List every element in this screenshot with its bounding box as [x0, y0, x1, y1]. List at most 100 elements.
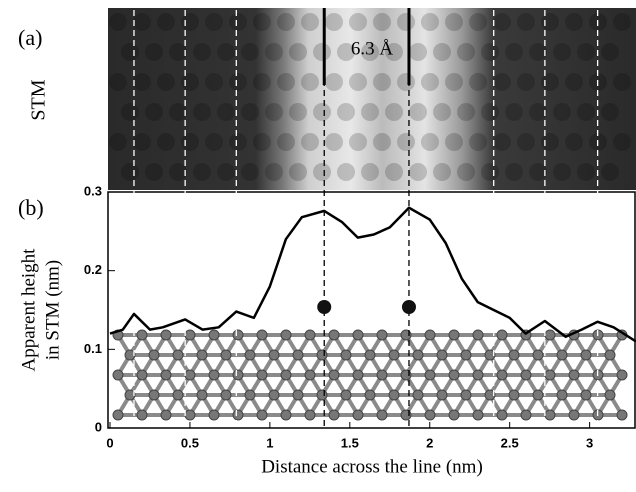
atom: [448, 369, 460, 381]
atom: [616, 369, 628, 381]
atom: [376, 409, 388, 421]
stm-blob: [133, 13, 151, 31]
stm-blob: [613, 133, 631, 151]
stm-blob: [409, 103, 427, 121]
stm-blob: [457, 163, 475, 181]
atom: [484, 389, 496, 401]
stm-blob: [601, 43, 619, 61]
stm-image: [108, 8, 636, 190]
atom: [580, 389, 592, 401]
atom: [520, 369, 532, 381]
stm-blob: [529, 103, 547, 121]
atom: [112, 369, 124, 381]
stm-blob: [445, 73, 463, 91]
atom: [424, 369, 436, 381]
atom: [232, 369, 244, 381]
stm-blob: [613, 73, 631, 91]
stm-blob: [157, 73, 175, 91]
stm-blob: [433, 43, 451, 61]
y-tick-label: 0.2: [84, 262, 102, 277]
atom: [148, 389, 160, 401]
atom: [532, 349, 544, 361]
atom: [208, 329, 220, 341]
stm-blob: [265, 163, 283, 181]
atom: [544, 369, 556, 381]
stm-blob: [325, 133, 343, 151]
stm-blob: [565, 73, 583, 91]
atom: [532, 389, 544, 401]
atom: [184, 409, 196, 421]
stm-blob: [553, 103, 571, 121]
atom: [436, 389, 448, 401]
stm-blob: [313, 103, 331, 121]
atom: [304, 369, 316, 381]
atom: [160, 409, 172, 421]
stm-blob: [325, 13, 343, 31]
stm-blob: [313, 163, 331, 181]
stm-blob: [493, 13, 511, 31]
y-tick-label: 0.3: [84, 183, 102, 198]
atom: [412, 349, 424, 361]
atom: [220, 349, 232, 361]
stm-blob: [181, 73, 199, 91]
stm-blob: [145, 103, 163, 121]
atom: [328, 409, 340, 421]
stm-blob: [133, 73, 151, 91]
stm-blob: [289, 163, 307, 181]
atom: [484, 349, 496, 361]
atom: [496, 329, 508, 341]
stm-blob: [457, 43, 475, 61]
atom: [424, 409, 436, 421]
profile-line: [109, 206, 636, 343]
stm-blob: [253, 133, 271, 151]
atom: [328, 329, 340, 341]
atom: [196, 349, 208, 361]
stm-blob: [421, 133, 439, 151]
stm-texture: [109, 13, 631, 181]
x-tick-label: 2: [426, 435, 433, 450]
atom: [424, 329, 436, 341]
stm-blob: [373, 13, 391, 31]
stm-blob: [469, 133, 487, 151]
atom: [112, 409, 124, 421]
atom: [136, 369, 148, 381]
atom: [280, 369, 292, 381]
atom: [268, 349, 280, 361]
stm-blob: [277, 13, 295, 31]
stm-blob: [601, 163, 619, 181]
atom: [556, 389, 568, 401]
atom: [472, 369, 484, 381]
stm-blob: [517, 133, 535, 151]
atom: [340, 349, 352, 361]
atom: [148, 349, 160, 361]
atom: [292, 389, 304, 401]
stm-blob: [181, 13, 199, 31]
stm-blob: [433, 103, 451, 121]
atom: [352, 409, 364, 421]
stm-blob: [493, 133, 511, 151]
stm-blob: [565, 13, 583, 31]
stm-blob: [337, 43, 355, 61]
atom: [280, 329, 292, 341]
stm-blob: [409, 163, 427, 181]
stm-blob: [469, 13, 487, 31]
stm-blob: [169, 43, 187, 61]
atom: [388, 389, 400, 401]
atom: [136, 329, 148, 341]
atom: [328, 369, 340, 381]
y-tick-label: 0.1: [84, 341, 102, 356]
atom: [604, 349, 616, 361]
atom: [568, 369, 580, 381]
atom: [136, 409, 148, 421]
stm-blob: [217, 163, 235, 181]
stm-blob: [205, 13, 223, 31]
atom: [160, 329, 172, 341]
atom: [568, 409, 580, 421]
atom: [256, 369, 268, 381]
atom: [472, 409, 484, 421]
atomic-structure: [112, 329, 628, 421]
y-tick-label: 0: [95, 419, 102, 434]
stm-blob: [553, 43, 571, 61]
stm-blob: [517, 73, 535, 91]
panel-label: (b): [18, 195, 44, 220]
